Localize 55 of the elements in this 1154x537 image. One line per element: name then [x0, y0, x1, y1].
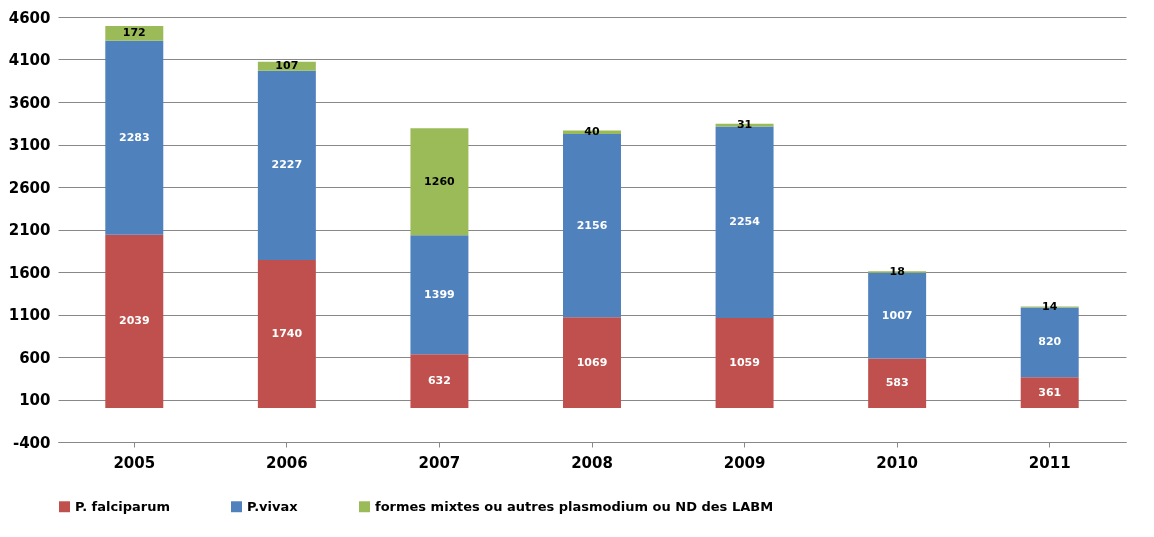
data-label: 1059 [729, 355, 760, 369]
data-label: 2227 [271, 158, 303, 172]
bar [563, 133, 621, 318]
y-tick-label: 3100 [8, 136, 51, 154]
data-label: 18 [889, 265, 905, 279]
data-label: 820 [1038, 335, 1062, 349]
legend-label: P. falciparum [75, 498, 170, 514]
x-tick-label: 2006 [265, 453, 308, 472]
data-label: 2039 [118, 314, 150, 328]
data-label: 1740 [271, 327, 303, 341]
bar [868, 358, 927, 408]
data-label: 1399 [424, 287, 455, 301]
y-tick-label: -400 [12, 433, 51, 452]
bar [1020, 377, 1079, 408]
bar [257, 260, 316, 408]
data-label: 2283 [118, 130, 150, 144]
x-tick-label: 2008 [571, 453, 613, 472]
data-label: 632 [427, 374, 451, 388]
x-tick-label: 2009 [723, 453, 766, 472]
data-label: 361 [1038, 385, 1062, 399]
bar [105, 26, 164, 41]
data-label: 583 [885, 376, 909, 390]
y-tick-label: 4600 [8, 8, 51, 27]
bar [563, 317, 621, 408]
data-label: 14 [1042, 300, 1058, 314]
legend-label: P.vivax [247, 498, 299, 514]
data-label: 1260 [424, 174, 456, 188]
x-tick-label: 2007 [418, 453, 461, 472]
y-tick-label: 3600 [8, 93, 51, 112]
bar [715, 317, 774, 408]
y-tick-label: 4100 [8, 51, 51, 69]
y-tick-label: 1100 [8, 306, 51, 324]
y-tick-label: 600 [19, 348, 51, 367]
y-tick-label: 2100 [8, 221, 51, 239]
data-label: 107 [275, 59, 299, 73]
x-tick-label: 2010 [876, 453, 919, 472]
bar [410, 235, 469, 355]
legend-label: formes mixtes ou autres plasmodium ou ND des LABM [375, 498, 774, 514]
data-label: 172 [122, 26, 146, 40]
data-label: 1069 [576, 355, 608, 369]
bar [105, 40, 164, 235]
y-tick-label: 1600 [8, 263, 51, 282]
x-tick-label: 2011 [1028, 453, 1071, 472]
data-label: 1007 [881, 308, 913, 322]
bar [257, 70, 316, 261]
data-label: 31 [736, 118, 753, 132]
y-tick-label: 2600 [8, 178, 51, 197]
data-label: 2254 [729, 215, 761, 229]
x-tick-label: 2005 [113, 453, 156, 472]
bar [105, 234, 164, 408]
data-label: 2156 [576, 218, 608, 232]
bar [715, 126, 774, 318]
bar [410, 354, 469, 408]
bar [410, 128, 469, 236]
y-tick-label: 100 [19, 391, 51, 409]
